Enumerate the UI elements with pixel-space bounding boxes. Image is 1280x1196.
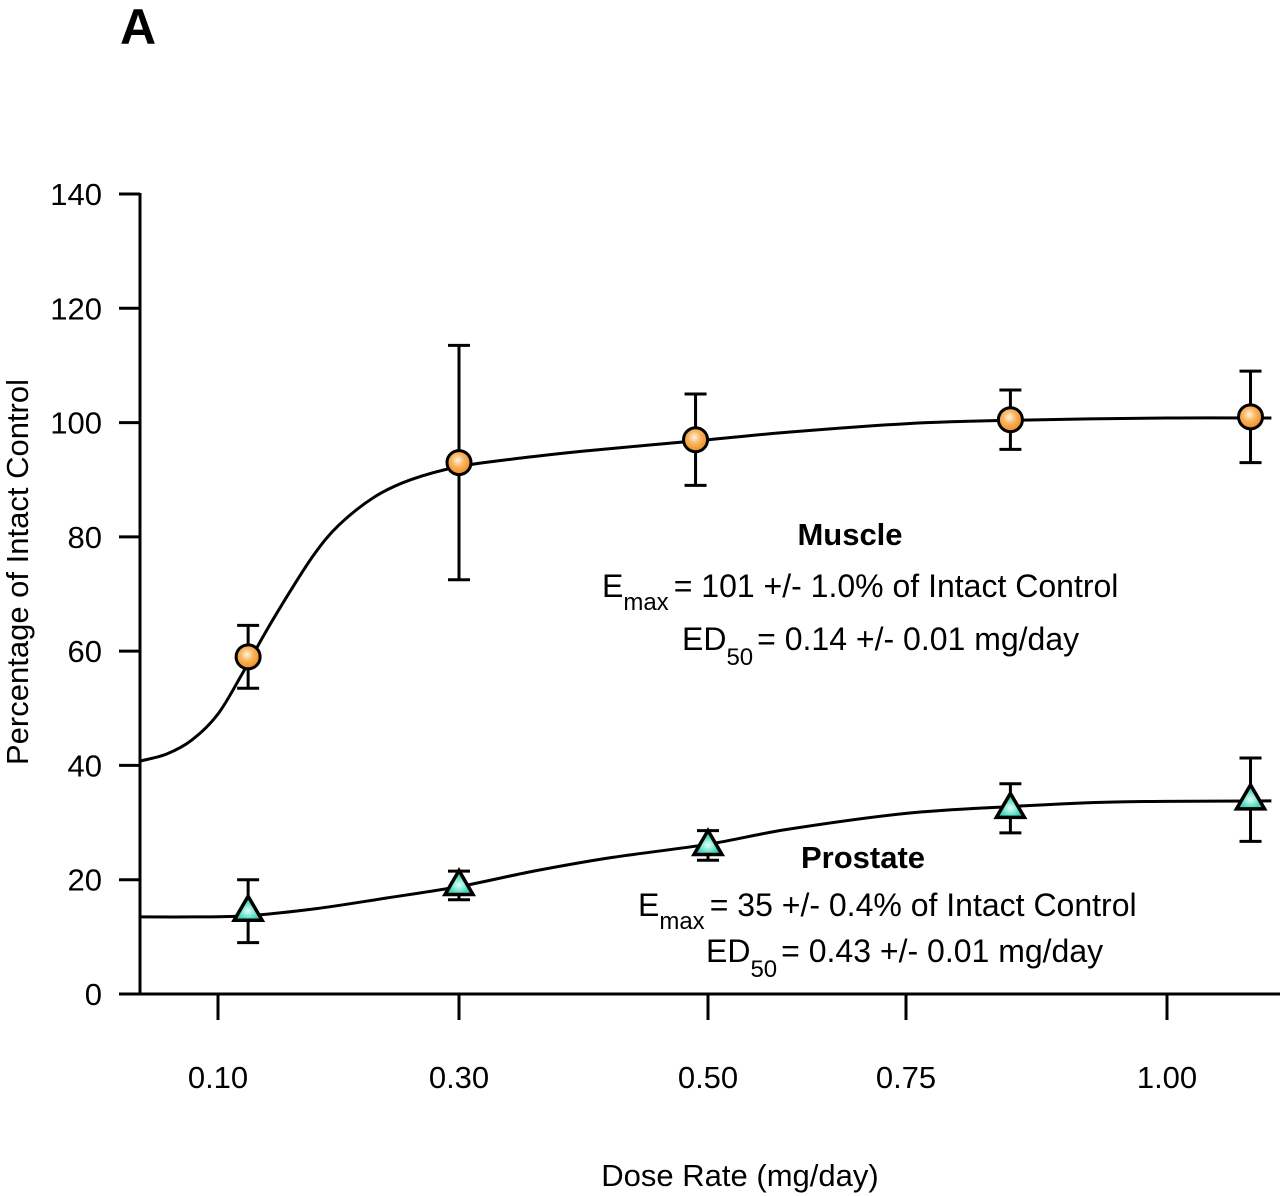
prostate-title: Prostate (801, 840, 925, 875)
x-axis-title: Dose Rate (mg/day) (601, 1158, 878, 1193)
prostate-annotation: Prostate Emax = 35 +/- 0.4% of Intact Con… (638, 840, 1137, 983)
y-tick-label: 0 (85, 977, 102, 1012)
y-tick-label: 40 (68, 748, 102, 783)
muscle-data-point (445, 449, 473, 477)
prostate-data-point (690, 827, 726, 857)
y-tick-label: 20 (68, 863, 102, 898)
y-tick-label: 100 (50, 406, 102, 441)
muscle-data-point (1237, 403, 1265, 431)
muscle-fit-curve (140, 416, 1272, 763)
x-tick-label: 0.75 (876, 1060, 936, 1095)
prostate-data-point (1233, 781, 1268, 811)
prostate-data-point (993, 789, 1028, 820)
prostate-emax: Emax = 35 +/- 0.4% of Intact Control (638, 887, 1137, 935)
axes: 0 20 40 60 80 100 120 140 0.10 0.30 0.50 0.75 1.00 (50, 177, 1280, 1095)
y-tick-label: 140 (50, 177, 102, 212)
muscle-ed50: ED50= 0.14 +/- 0.01 mg/day (682, 621, 1079, 671)
muscle-data-point (234, 643, 262, 671)
prostate-fit-curve (140, 799, 1272, 919)
x-tick-label: 0.10 (188, 1060, 248, 1095)
muscle-title: Muscle (797, 517, 902, 552)
muscle-data-point (996, 406, 1024, 434)
y-tick-label: 60 (68, 634, 102, 669)
muscle-data-point (682, 426, 710, 454)
panel-label: A (120, 0, 156, 55)
x-tick-label: 0.50 (678, 1060, 738, 1095)
muscle-annotation: Muscle Emax = 101 +/- 1.0% of Intact Cont… (602, 517, 1118, 671)
y-tick-label: 80 (68, 520, 102, 555)
x-tick-label: 1.00 (1137, 1060, 1197, 1095)
prostate-data-point (441, 867, 477, 897)
y-tick-label: 120 (50, 291, 102, 326)
prostate-ed50: ED50= 0.43 +/- 0.01 mg/day (706, 933, 1103, 983)
muscle-emax: Emax = 101 +/- 1.0% of Intact Control (602, 568, 1118, 616)
x-tick-label: 0.30 (429, 1060, 489, 1095)
y-axis-title: Percentage of Intact Control (0, 379, 35, 765)
prostate-data-point (231, 892, 266, 923)
